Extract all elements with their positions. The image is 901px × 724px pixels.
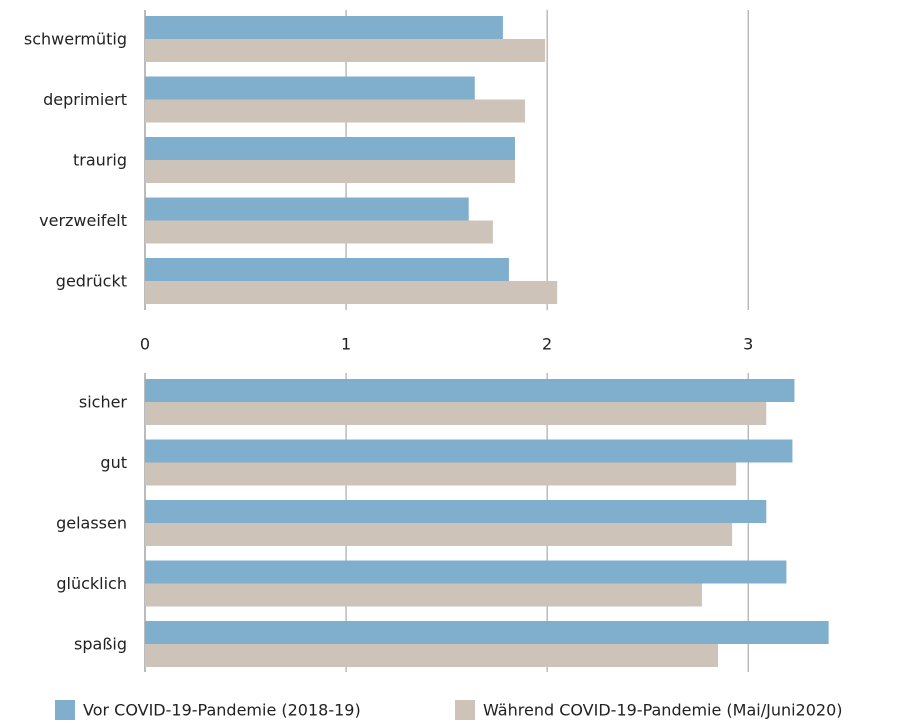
bar [145, 462, 737, 486]
category-label: traurig [73, 151, 127, 170]
bar [145, 402, 767, 425]
legend-label: Vor COVID-19-Pandemie (2018-19) [83, 701, 361, 720]
bar [145, 39, 546, 62]
bar [145, 621, 829, 644]
bar [145, 76, 475, 100]
category-label: gelassen [56, 514, 127, 533]
bar [145, 379, 795, 402]
bar [145, 523, 733, 546]
bar [145, 560, 787, 584]
bar [145, 160, 515, 183]
legend-label: Während COVID-19-Pandemie (Mai/Juni2020) [483, 701, 843, 720]
bar [145, 439, 793, 463]
x-tick-label: 3 [743, 335, 753, 354]
bar [145, 197, 469, 221]
bar [145, 99, 526, 123]
bar [145, 258, 509, 281]
x-tick-label: 1 [341, 335, 351, 354]
category-label: glücklich [56, 574, 127, 593]
x-tick-label: 2 [542, 335, 552, 354]
category-label: sicher [79, 393, 128, 412]
bar [145, 500, 767, 523]
bar [145, 281, 558, 304]
legend-swatch [55, 700, 75, 720]
category-label: gedrückt [56, 272, 127, 291]
bar [145, 583, 702, 607]
bar [145, 137, 515, 160]
category-label: schwermütig [24, 30, 127, 49]
category-label: spaßig [74, 635, 127, 654]
category-label: gut [100, 453, 127, 472]
bar [145, 16, 503, 39]
bar [145, 220, 493, 244]
bar [145, 644, 719, 667]
category-label: verzweifelt [39, 211, 127, 230]
legend-swatch [455, 700, 475, 720]
category-label: deprimiert [43, 90, 127, 109]
x-tick-label: 0 [140, 335, 150, 354]
